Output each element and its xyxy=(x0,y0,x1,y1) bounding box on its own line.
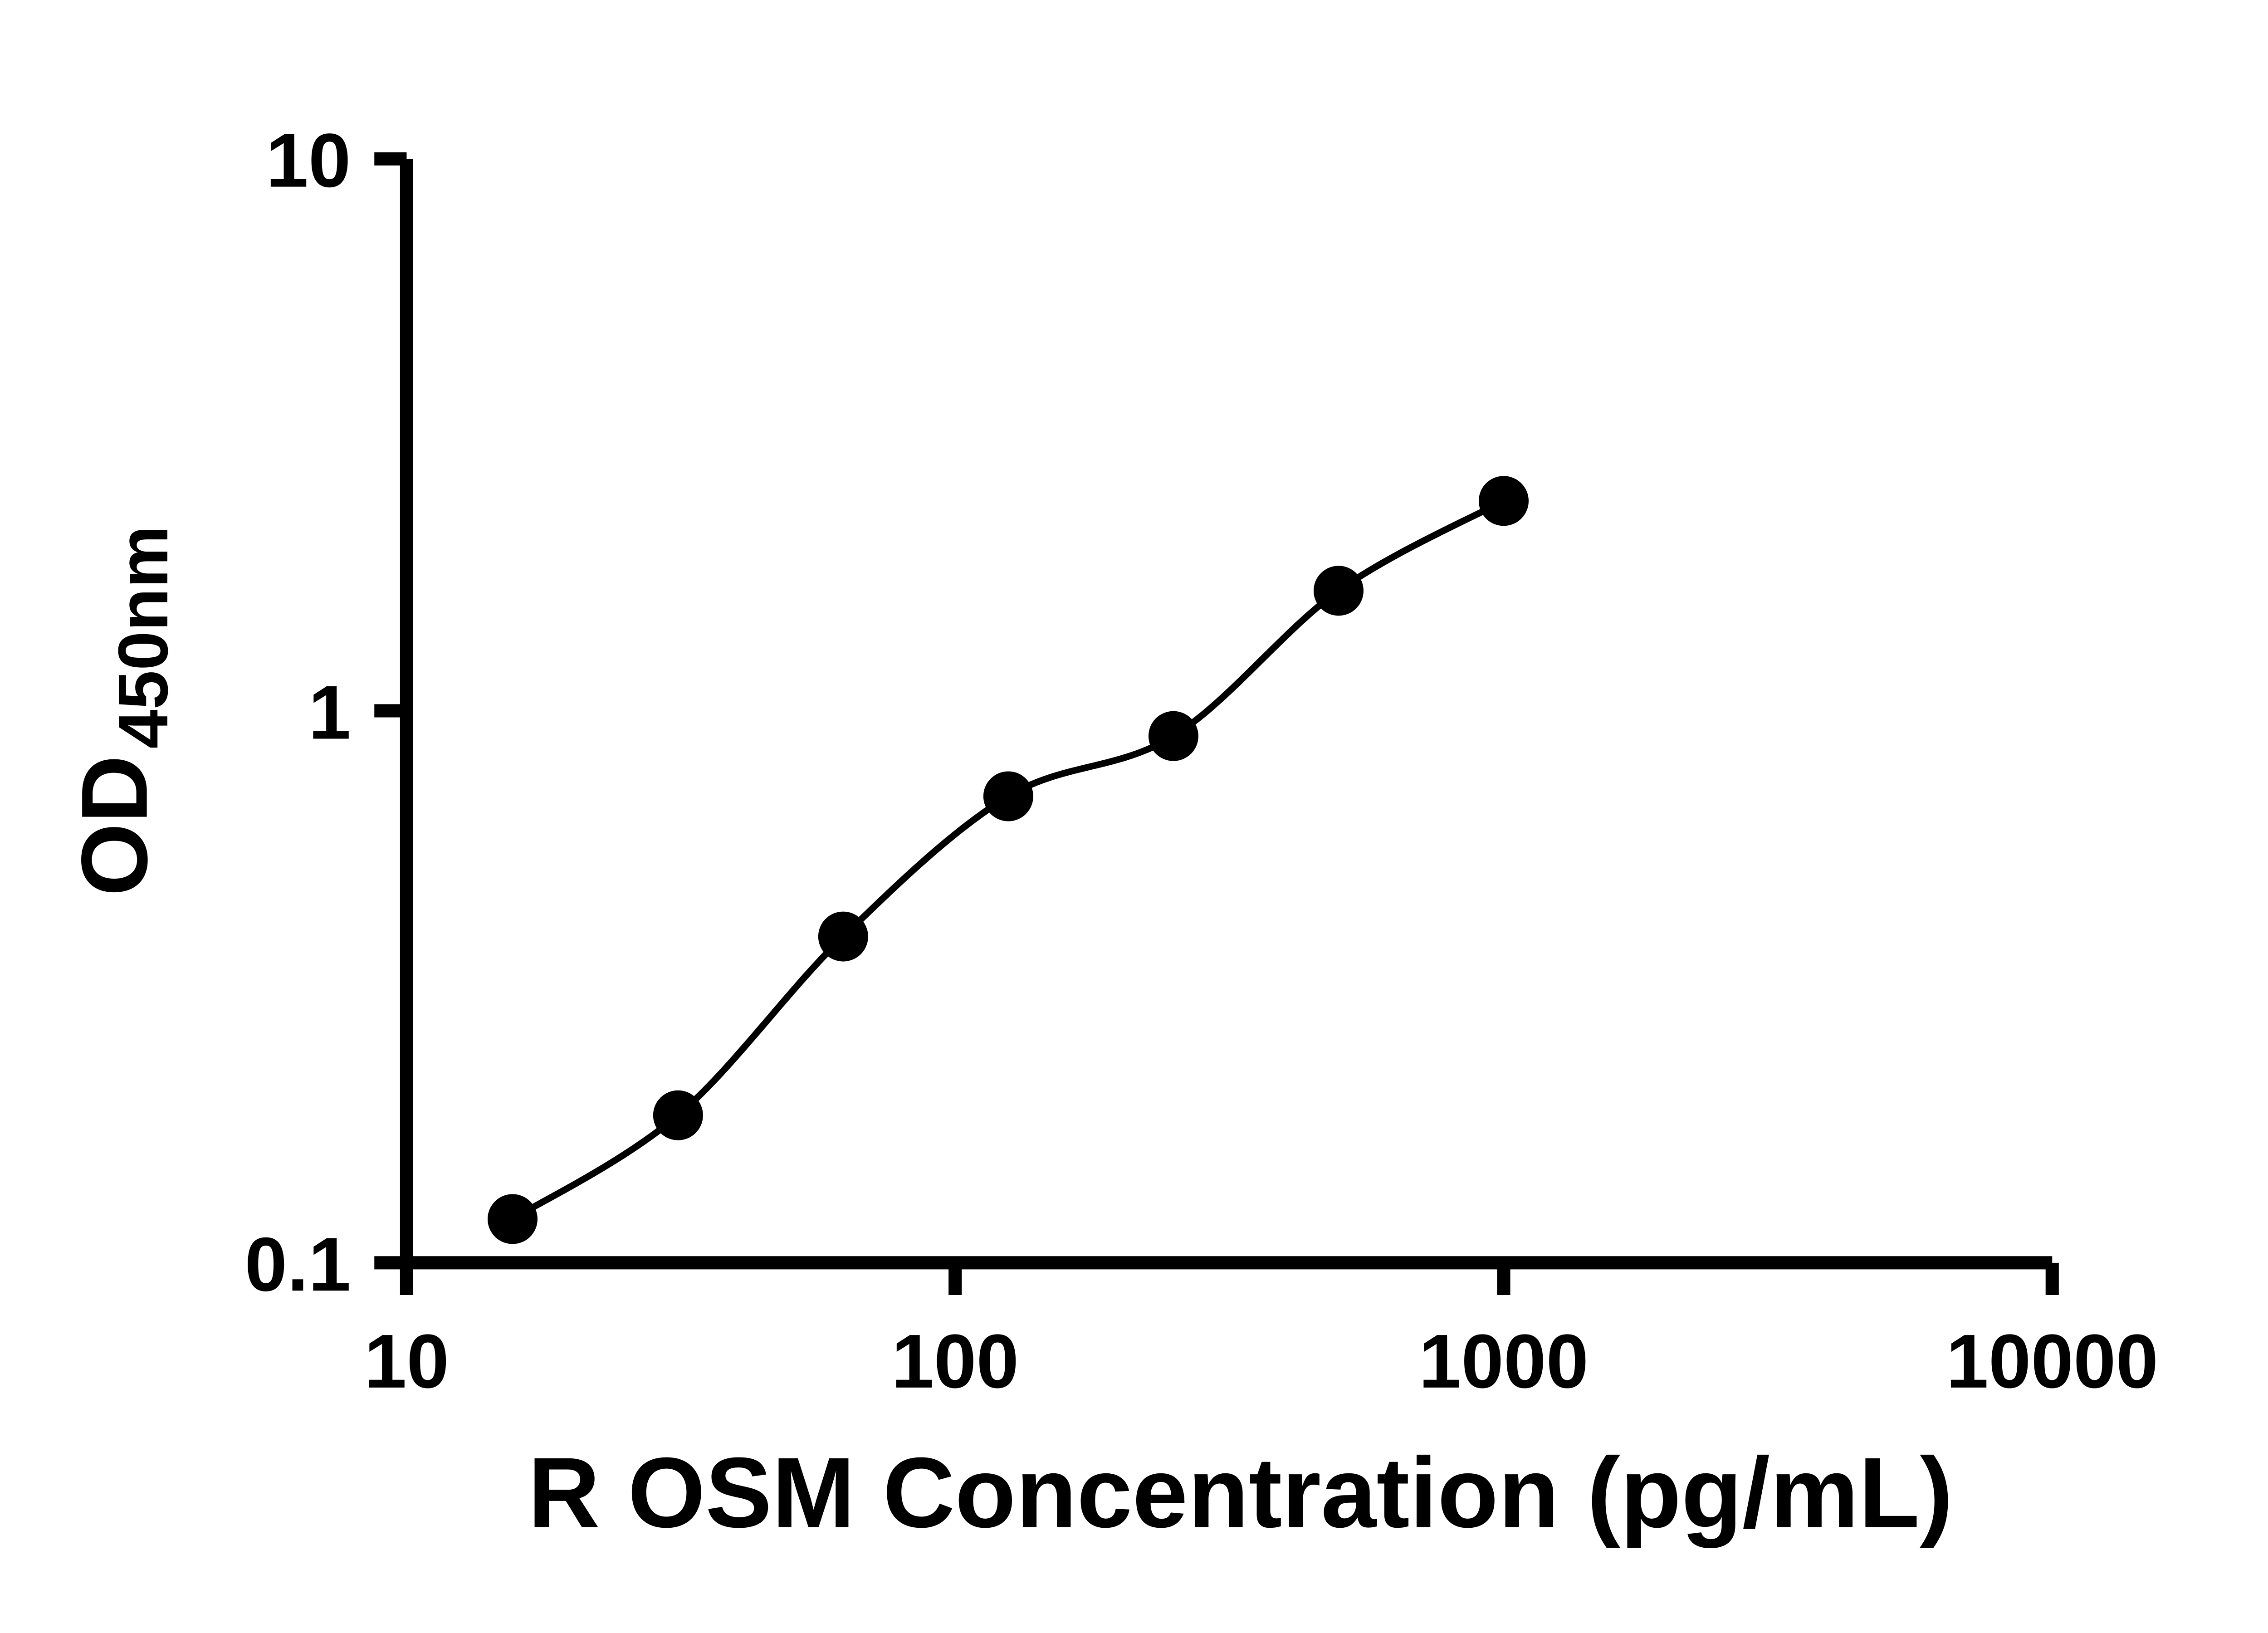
data-point xyxy=(653,1090,703,1140)
axis-spine xyxy=(400,159,2053,1270)
data-point xyxy=(1478,476,1529,526)
y-axis-title-main: OD xyxy=(62,755,167,896)
y-axis-title-subscript: 450nm xyxy=(103,525,182,748)
x-tick-label: 1000 xyxy=(1419,1319,1589,1404)
data-point xyxy=(487,1194,538,1244)
x-tick-label: 10 xyxy=(364,1319,449,1404)
axes xyxy=(400,159,2053,1270)
y-tick-label: 0.1 xyxy=(245,1222,351,1307)
y-tick-label: 10 xyxy=(266,118,351,203)
y-axis-title: OD 450nm xyxy=(62,525,182,896)
data-point xyxy=(1148,711,1198,761)
data-point xyxy=(1313,566,1364,616)
data-point xyxy=(818,911,868,962)
data-point xyxy=(983,771,1033,821)
x-tick-label: 10000 xyxy=(1946,1319,2158,1404)
y-tick-label: 1 xyxy=(308,670,351,755)
x-tick-label: 100 xyxy=(891,1319,1019,1404)
x-axis-title: R OSM Concentration (pg/mL) xyxy=(528,1437,1953,1548)
tick-marks xyxy=(374,152,2059,1296)
tick-labels: 10 100 1000 10000 0.1 1 10 xyxy=(245,118,2159,1404)
data-points-layer xyxy=(487,476,1529,1244)
